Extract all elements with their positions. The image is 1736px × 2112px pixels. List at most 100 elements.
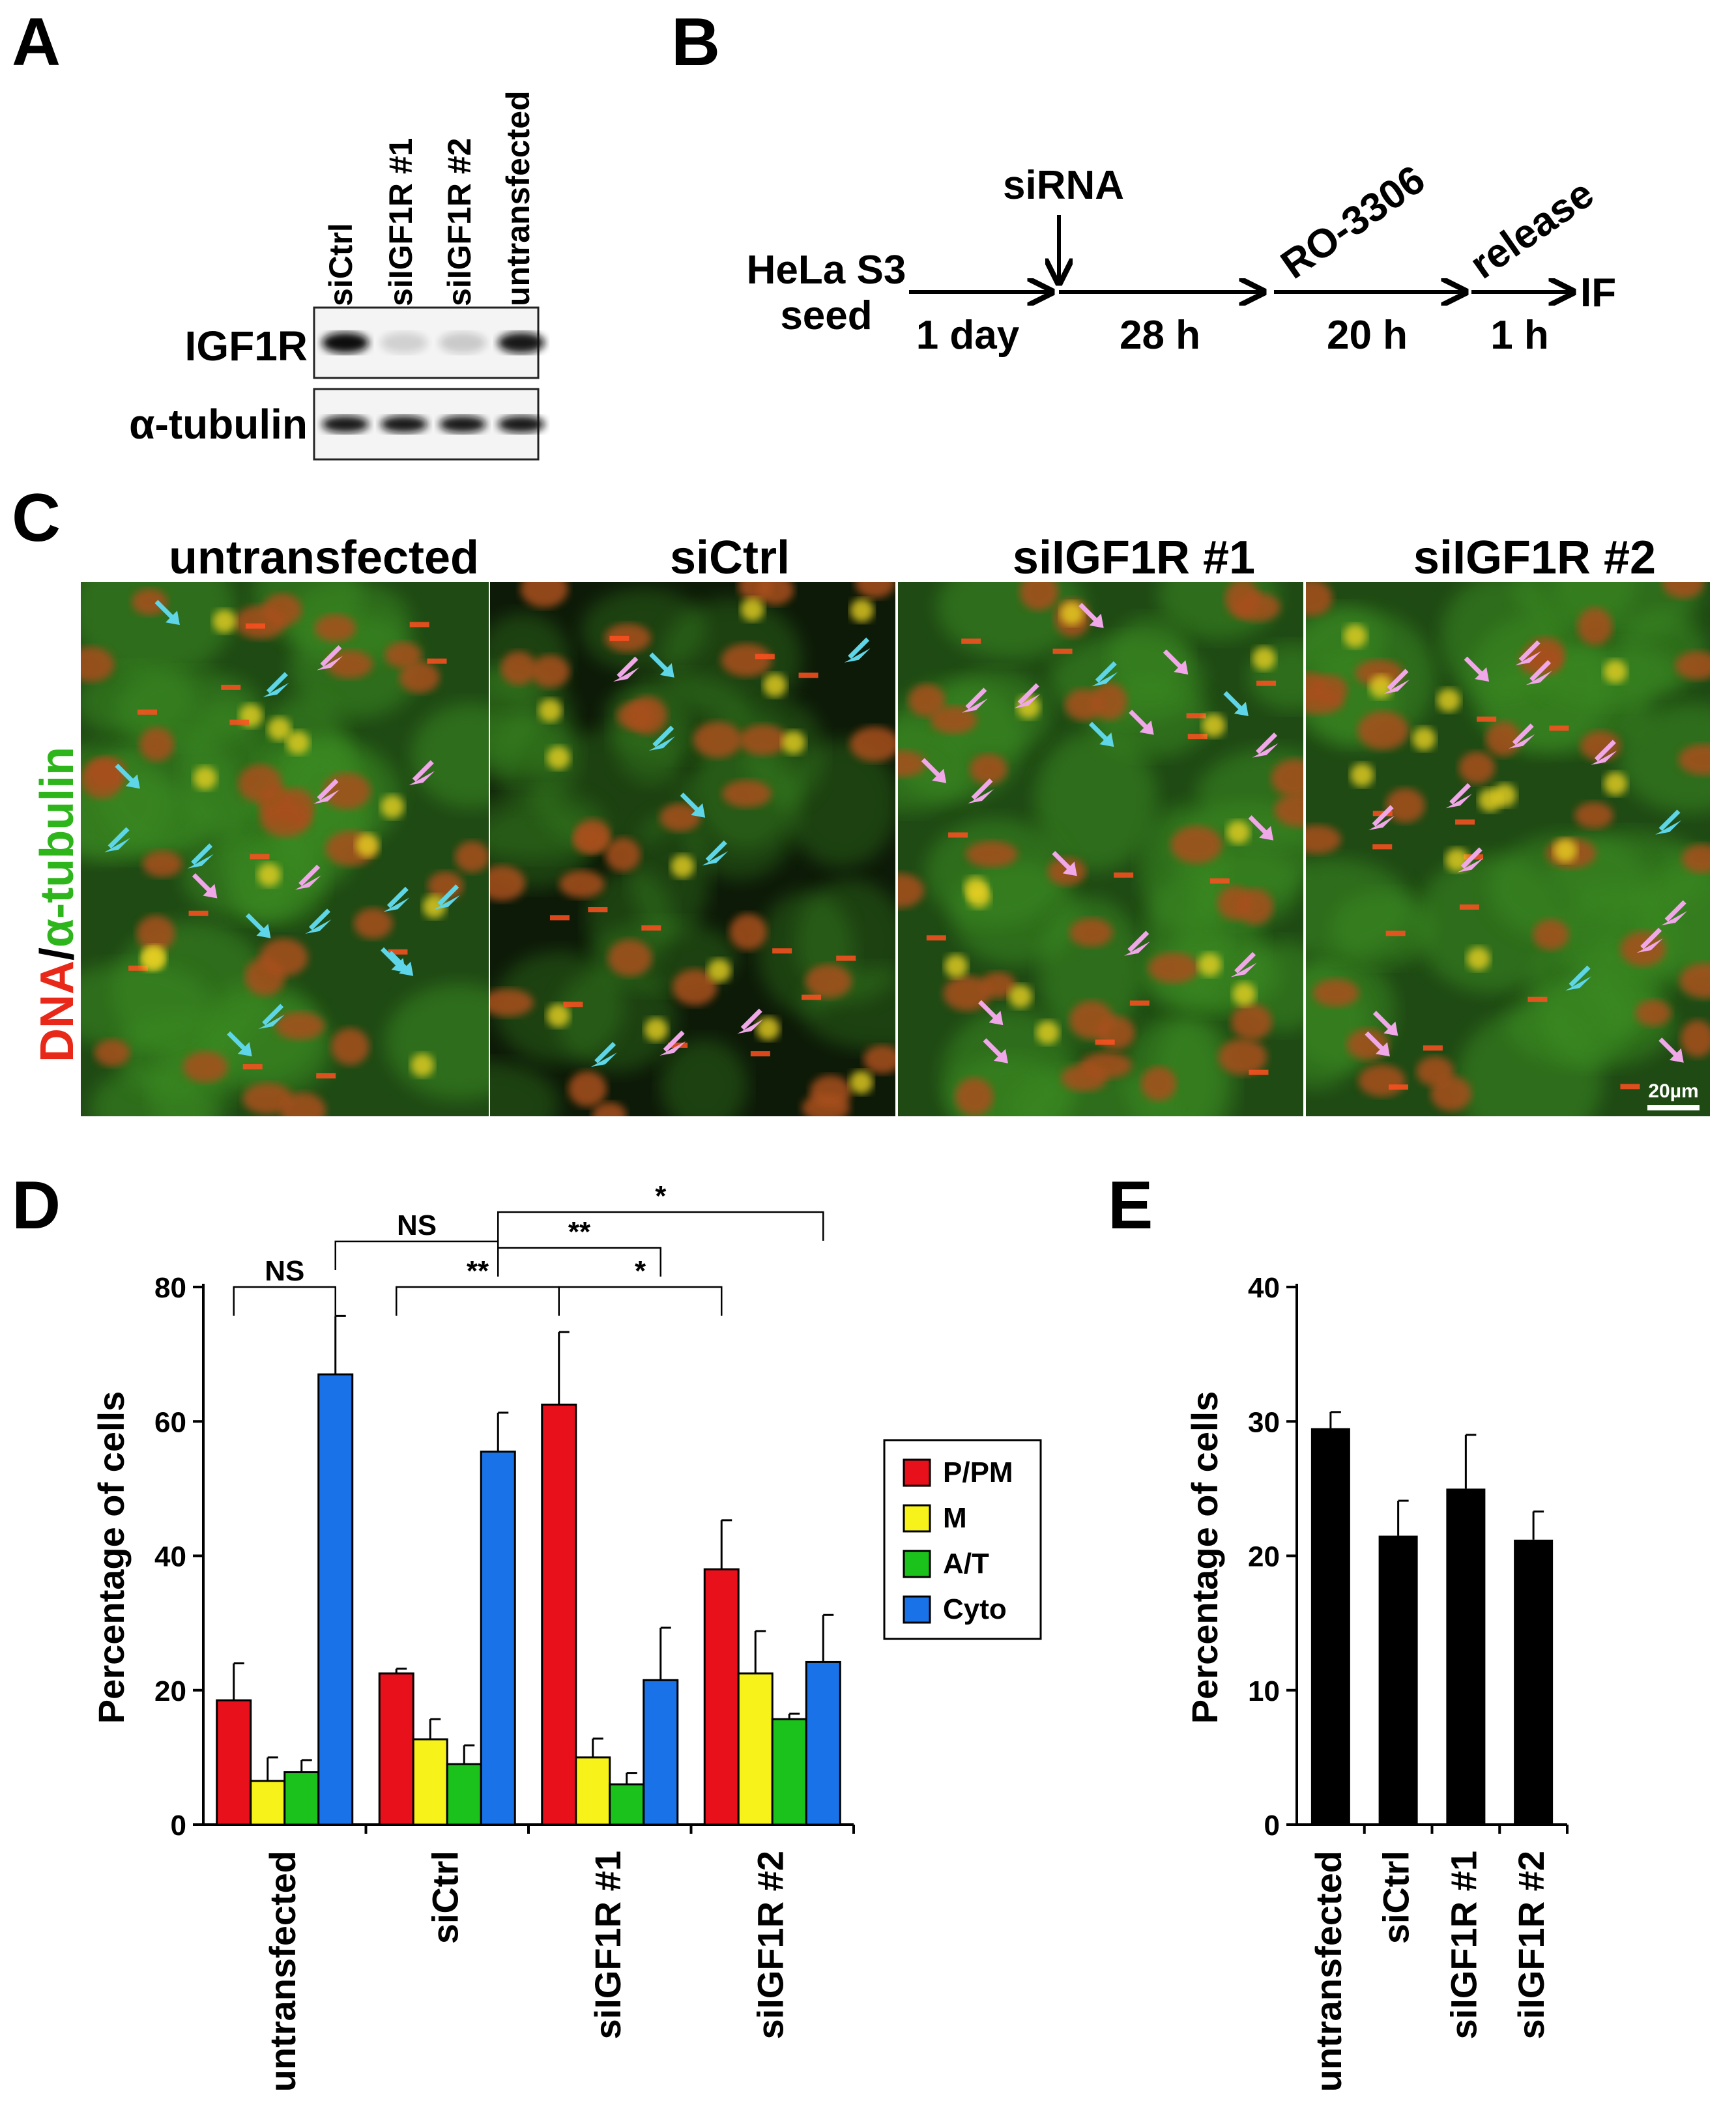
blot-row-label-igf1r: IGF1R xyxy=(185,323,308,369)
micrograph-siigf1r-2 xyxy=(1306,582,1710,1116)
chart-d-ytick-label: 0 xyxy=(171,1810,186,1842)
mitosis-arrow xyxy=(1230,951,1257,977)
cytokinesis-arrow xyxy=(1565,965,1592,991)
legend-swatch-a-t xyxy=(903,1550,931,1578)
mitosis-arrow xyxy=(977,1000,1004,1026)
cytokinesis-arrow xyxy=(1655,809,1682,835)
chart-e: 0 10 20 30 40 Percentage of cells untransfecte… xyxy=(1184,1272,1569,2092)
timeline-end: IF xyxy=(1580,270,1616,315)
chart-e-bar-siigf1r-1 xyxy=(1446,1488,1486,1825)
chart-d-ytick-label: 20 xyxy=(154,1675,186,1707)
chart-d-bar-sictrl-m xyxy=(412,1738,448,1826)
cytokinesis-arrow xyxy=(227,1031,252,1057)
mitosis-arrow xyxy=(1464,656,1490,682)
mitosis-arrow xyxy=(1509,723,1535,749)
blot-band-tubulin-untransfected xyxy=(498,416,545,433)
chart-d-sig-label: * xyxy=(635,1255,646,1287)
mitosis-arrow xyxy=(1658,1037,1684,1063)
blot-band-tubulin-sictrl xyxy=(322,416,369,433)
timeline-step4-bottom: 1 h xyxy=(1490,313,1549,358)
cytokinesis-arrow xyxy=(844,637,871,663)
micrograph-untransfected xyxy=(81,582,489,1116)
mitosis-arrow xyxy=(313,779,340,804)
blot-band-tubulin-siigf1r-2 xyxy=(439,416,486,433)
mitosis-arrow xyxy=(1368,805,1395,830)
chart-d-bar-untransfected-cyto xyxy=(317,1373,354,1826)
cytokinesis-arrow xyxy=(433,884,460,910)
mitosis-arrow xyxy=(1014,683,1041,708)
chart-d-bar-siigf1r-1-m xyxy=(575,1756,611,1826)
lane-label-siigf1r-1: siIGF1R #1 xyxy=(383,138,419,306)
chart-d-sig-bracket xyxy=(233,1286,336,1316)
chart-d-ytick-label: 80 xyxy=(154,1272,186,1304)
timeline-step3-bottom: 20 h xyxy=(1327,313,1408,358)
mitosis-arrow xyxy=(1372,1011,1398,1036)
chart-e-ytick-label: 40 xyxy=(1248,1272,1280,1304)
chart-d-bar-siigf1r-2-p-pm xyxy=(703,1568,740,1826)
panel-label-c: C xyxy=(12,480,61,556)
chart-d-sig-label: ** xyxy=(568,1216,591,1248)
mitosis-arrow xyxy=(1129,710,1154,735)
micrograph-ylabel: DNA/α-tubulin xyxy=(31,747,83,1062)
chart-d-sig-label: * xyxy=(655,1180,667,1212)
lane-label-siigf1r-2: siIGF1R #2 xyxy=(441,138,478,306)
mitosis-arrow xyxy=(921,758,947,783)
mitosis-arrow xyxy=(1248,815,1274,841)
mitosis-arrow xyxy=(192,873,218,899)
chart-d-bar-siigf1r-1-p-pm xyxy=(541,1403,577,1826)
legend-label-cyto: Cyto xyxy=(943,1593,1007,1625)
chart-e-ylabel: Percentage of cells xyxy=(1184,1391,1225,1724)
micrograph-siigf1r-1 xyxy=(898,582,1303,1116)
chart-d-sig-label: NS xyxy=(265,1255,304,1287)
cytokinesis-arrow xyxy=(649,652,674,678)
mitosis-arrow xyxy=(968,778,994,804)
cytokinesis-arrow xyxy=(154,600,180,626)
cytokinesis-arrow xyxy=(1092,661,1118,687)
chart-d-ytick-label: 40 xyxy=(154,1541,186,1573)
mitosis-arrow xyxy=(613,656,639,682)
mitosis-arrow xyxy=(316,645,343,671)
blot-band-tubulin-siigf1r-1 xyxy=(381,416,427,433)
chart-d-bar-untransfected-m xyxy=(250,1780,286,1826)
mitosis-arrow xyxy=(1365,1031,1390,1057)
panel-label-b: B xyxy=(671,5,720,80)
chart-e-category-siigf1r-2: siIGF1R #2 xyxy=(1511,1851,1552,2039)
chart-d-ytick-label: 60 xyxy=(154,1406,186,1438)
micrograph-title-siigf1r-1: siIGF1R #1 xyxy=(1013,532,1255,584)
micrograph-title-siigf1r-2: siIGF1R #2 xyxy=(1413,532,1656,584)
chart-d-category-siigf1r-1: siIGF1R #1 xyxy=(587,1851,628,2039)
mitosis-arrow xyxy=(659,1030,686,1056)
mitosis-arrow xyxy=(1515,640,1542,666)
timeline-step2-bottom: 28 h xyxy=(1120,313,1200,358)
panel-label-d: D xyxy=(12,1168,61,1243)
chart-e-category-siigf1r-1: siIGF1R #1 xyxy=(1443,1851,1484,2039)
blot-row-label-tubulin: α-tubulin xyxy=(129,401,308,448)
mitosis-arrow xyxy=(1636,927,1663,953)
legend-label-p-pm: P/PM xyxy=(943,1456,1013,1488)
cytokinesis-arrow xyxy=(187,843,214,869)
chart-e-category-sictrl: siCtrl xyxy=(1376,1851,1417,1944)
chart-d-bar-untransfected-a-t xyxy=(283,1771,320,1826)
cytokinesis-arrow xyxy=(383,886,410,912)
cytokinesis-arrow xyxy=(590,1041,617,1067)
lane-label-sictrl: siCtrl xyxy=(323,223,359,306)
cytokinesis-arrow xyxy=(1088,721,1114,747)
legend-swatch-m xyxy=(903,1504,931,1533)
mitosis-arrow xyxy=(1383,669,1410,694)
chart-d-bar-siigf1r-2-m xyxy=(737,1672,774,1826)
legend-label-m: M xyxy=(943,1502,967,1534)
mitosis-arrow xyxy=(1252,732,1279,758)
mitosis-arrow xyxy=(1078,603,1104,628)
chart-d-bar-siigf1r-2-cyto xyxy=(805,1660,841,1826)
chart-d-bar-sictrl-cyto xyxy=(480,1451,516,1826)
chart-e-ytick-label: 30 xyxy=(1248,1406,1280,1438)
cytokinesis-arrow xyxy=(258,1004,285,1030)
micrograph-title-sictrl: siCtrl xyxy=(670,532,790,584)
ylabel-tubulin: α-tubulin xyxy=(31,747,83,948)
cytokinesis-arrow xyxy=(1223,691,1249,717)
mitosis-arrow xyxy=(737,1008,764,1034)
chart-d-sig-bracket xyxy=(497,1247,661,1277)
chart-e-bar-sictrl xyxy=(1378,1535,1418,1825)
timeline-step3-top: RO-3306 xyxy=(1273,157,1433,288)
